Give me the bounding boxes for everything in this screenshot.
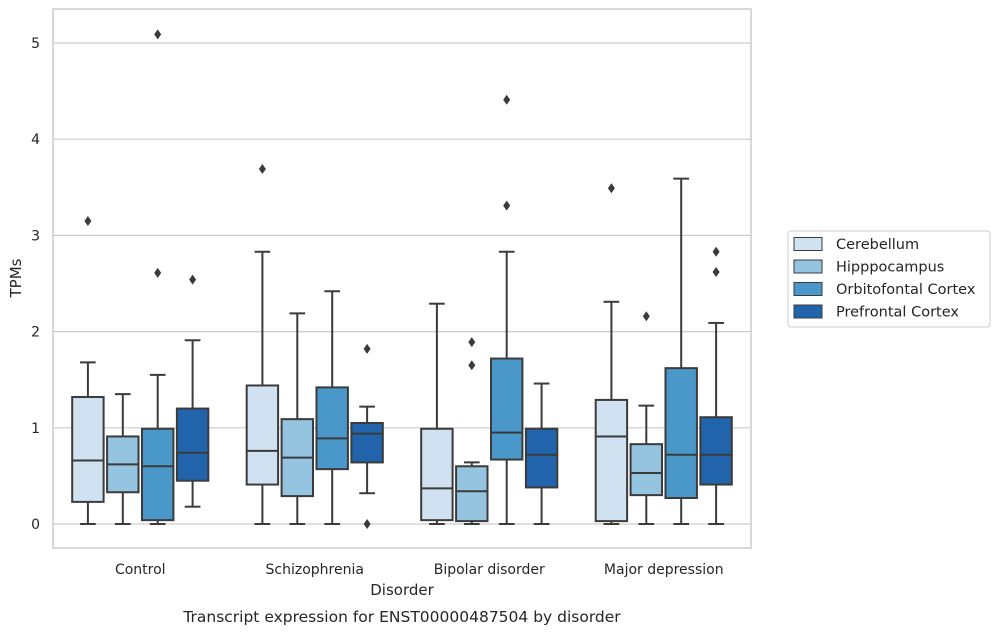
flier-0 — [503, 200, 511, 211]
boxes — [71, 29, 733, 529]
box-2-2 — [489, 94, 524, 525]
y-tick-label-4: 4 — [31, 132, 40, 148]
legend-label-3: Prefrontal Cortex — [836, 305, 959, 321]
box-body — [71, 396, 105, 503]
y-axis-label: TPMs — [7, 258, 25, 298]
box-body — [594, 398, 629, 523]
y-axis-ticks: 0 1 2 3 4 5 — [31, 36, 40, 533]
box-0-1 — [245, 164, 280, 525]
y-tick-label-0: 0 — [31, 517, 40, 533]
x-tick-label-2: Bipolar disorder — [434, 562, 545, 578]
box-body — [524, 427, 559, 489]
legend-swatch-1 — [793, 259, 823, 274]
box-body — [455, 465, 489, 523]
box-1-1 — [280, 312, 315, 525]
legend-label-0: Cerebellum — [836, 237, 919, 253]
box-1-3 — [629, 311, 664, 525]
box-body — [629, 443, 664, 497]
flier-0 — [642, 311, 650, 322]
flier-1 — [154, 29, 162, 40]
flier-1 — [468, 337, 476, 348]
box-3-0 — [175, 274, 210, 508]
legend: Cerebellum Hipppocampus Orbitofontal Corte… — [787, 230, 991, 328]
y-tick-label-1: 1 — [31, 421, 40, 437]
box-3-1 — [350, 343, 384, 529]
legend-swatch-2 — [793, 282, 823, 296]
box-2-1 — [315, 290, 349, 525]
box-body — [489, 357, 524, 461]
legend-swatch-0 — [793, 237, 823, 251]
legend-label-2: Orbitofontal Cortex — [836, 282, 976, 298]
flier-0 — [712, 266, 720, 277]
box-body — [350, 421, 384, 464]
box-0-3 — [594, 183, 629, 525]
x-axis-ticks: Control Schizophrenia Bipolar disorder Majo… — [115, 562, 724, 578]
box-body — [245, 384, 280, 486]
box-2-3 — [664, 177, 698, 525]
box-body — [420, 427, 454, 522]
flier-0 — [363, 519, 371, 529]
box-body — [140, 427, 175, 522]
box-1-0 — [106, 393, 140, 525]
x-tick-label-0: Control — [115, 562, 166, 578]
legend-frame — [787, 230, 991, 328]
flier-1 — [363, 343, 371, 354]
box-body — [664, 367, 698, 500]
y-tick-label-2: 2 — [31, 325, 40, 341]
box-2-0 — [140, 29, 175, 525]
flier-0 — [154, 267, 162, 278]
flier-1 — [712, 246, 720, 257]
box-1-2 — [455, 337, 489, 525]
x-axis-label: Disorder — [370, 581, 434, 599]
box-3-3 — [699, 246, 733, 525]
y-tick-label-3: 3 — [31, 228, 40, 244]
flier-0 — [84, 215, 92, 226]
box-0-2 — [420, 302, 454, 525]
box-body — [699, 416, 733, 486]
flier-0 — [258, 164, 266, 175]
chart-caption: Transcript expression for ENST0000048750… — [182, 608, 621, 626]
x-tick-label-1: Schizophrenia — [266, 562, 364, 578]
y-tick-label-5: 5 — [31, 36, 40, 52]
box-0-0 — [71, 215, 105, 525]
box-3-2 — [524, 382, 559, 525]
legend-swatch-3 — [793, 304, 823, 319]
x-tick-label-3: Major depression — [604, 562, 724, 578]
flier-0 — [189, 274, 197, 285]
legend-label-1: Hipppocampus — [836, 260, 944, 276]
flier-0 — [607, 183, 615, 194]
box-body — [315, 386, 349, 471]
flier-1 — [503, 94, 511, 105]
flier-0 — [468, 360, 476, 371]
box-body — [175, 407, 210, 482]
